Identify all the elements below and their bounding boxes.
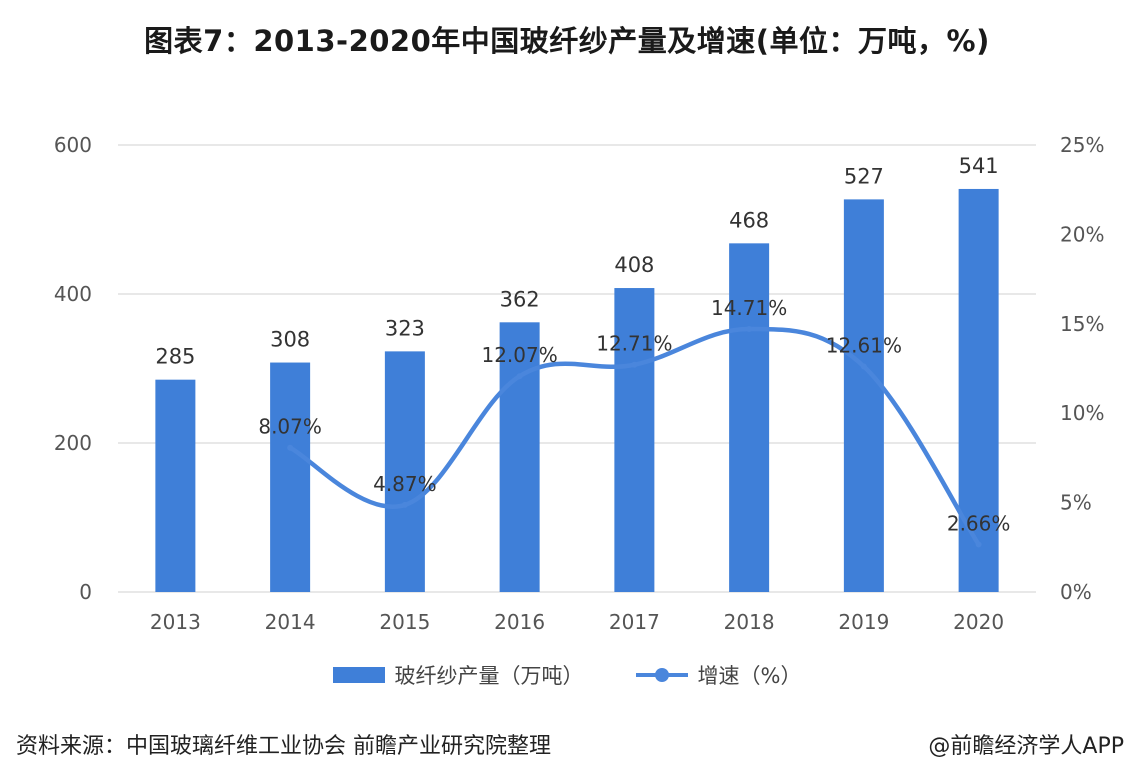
bar-value-label: 285 bbox=[155, 345, 195, 369]
growth-value-label: 8.07% bbox=[258, 415, 322, 439]
y-right-tick-label: 10% bbox=[1060, 401, 1104, 425]
growth-value-label: 4.87% bbox=[373, 472, 437, 496]
grid-layer bbox=[118, 144, 1036, 593]
credit-note: @前瞻经济学人APP bbox=[928, 734, 1124, 759]
bar-value-label: 408 bbox=[614, 253, 654, 277]
x-tick-label: 2016 bbox=[494, 610, 545, 634]
growth-value-label: 2.66% bbox=[947, 511, 1011, 535]
bar-2019[interactable] bbox=[843, 199, 884, 592]
y-right-tick-label: 0% bbox=[1060, 580, 1092, 604]
bar-2017[interactable] bbox=[614, 288, 655, 592]
legend-item-line[interactable]: 增速（%） bbox=[635, 660, 802, 690]
growth-point-2015[interactable] bbox=[401, 501, 408, 508]
label-layer: 285 308 323 362 408 468 527 541 8.07% 4.87% 12.07%… bbox=[155, 154, 1010, 535]
y-left-tick-label: 400 bbox=[54, 282, 92, 306]
legend-bar-label: 玻纤纱产量（万吨） bbox=[394, 664, 584, 688]
y-right-tick-label: 15% bbox=[1060, 312, 1104, 336]
legend-line-label: 增速（%） bbox=[697, 664, 802, 688]
growth-value-label: 12.61% bbox=[826, 334, 902, 358]
bar-2013[interactable] bbox=[155, 379, 196, 592]
legend-line-swatch bbox=[635, 665, 688, 685]
source-note: 资料来源：中国玻璃纤维工业协会 前瞻产业研究院整理 bbox=[16, 734, 551, 759]
growth-point-2019[interactable] bbox=[860, 363, 867, 370]
bar-value-label: 323 bbox=[385, 316, 425, 340]
bar-2014[interactable] bbox=[270, 362, 311, 592]
bar-value-label: 541 bbox=[959, 154, 999, 178]
bar-value-label: 308 bbox=[270, 328, 310, 352]
y-left-tick-label: 0 bbox=[79, 580, 92, 604]
x-tick-label: 2018 bbox=[724, 610, 775, 634]
y-right-tick-label: 20% bbox=[1060, 222, 1104, 246]
x-tick-label: 2019 bbox=[838, 610, 889, 634]
y-right-tick-label: 5% bbox=[1060, 491, 1092, 515]
legend-item-bar[interactable]: 玻纤纱产量（万吨） bbox=[332, 660, 584, 690]
y-left-tick-label: 200 bbox=[54, 431, 92, 455]
growth-point-2016[interactable] bbox=[516, 373, 523, 380]
x-tick-label: 2014 bbox=[265, 610, 316, 634]
legend-bar-swatch bbox=[332, 667, 385, 683]
y-left-tick-label: 600 bbox=[54, 133, 92, 157]
growth-point-2017[interactable] bbox=[631, 361, 638, 368]
growth-value-label: 14.71% bbox=[711, 296, 787, 320]
bar-value-label: 468 bbox=[729, 208, 769, 232]
bar-2018[interactable] bbox=[729, 243, 770, 592]
axis-layer: 0 200 400 600 0% 5% 10% 15% 20% 25% 2013 2014 2015 20… bbox=[54, 133, 1105, 634]
growth-point-2018[interactable] bbox=[746, 325, 753, 332]
line-layer bbox=[287, 325, 982, 548]
growth-point-2014[interactable] bbox=[287, 444, 294, 451]
chart-title: 图表7：2013-2020年中国玻纤纱产量及增速(单位：万吨，%) bbox=[144, 24, 990, 58]
growth-point-2020[interactable] bbox=[975, 541, 982, 548]
growth-value-label: 12.71% bbox=[596, 332, 672, 356]
legend: 玻纤纱产量（万吨） 增速（%） bbox=[0, 660, 1134, 690]
bar-layer bbox=[155, 188, 999, 592]
x-tick-label: 2020 bbox=[953, 610, 1004, 634]
bar-value-label: 362 bbox=[500, 287, 540, 311]
x-tick-label: 2015 bbox=[379, 610, 430, 634]
y-right-tick-label: 25% bbox=[1060, 133, 1104, 157]
growth-value-label: 12.07% bbox=[481, 343, 557, 367]
x-tick-label: 2017 bbox=[609, 610, 660, 634]
bar-2015[interactable] bbox=[384, 351, 425, 592]
bar-value-label: 527 bbox=[844, 164, 884, 188]
x-tick-label: 2013 bbox=[150, 610, 201, 634]
